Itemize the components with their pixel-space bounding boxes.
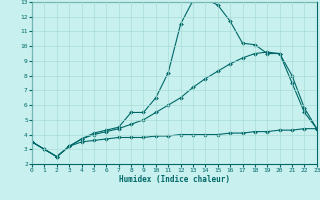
X-axis label: Humidex (Indice chaleur): Humidex (Indice chaleur)	[119, 175, 230, 184]
